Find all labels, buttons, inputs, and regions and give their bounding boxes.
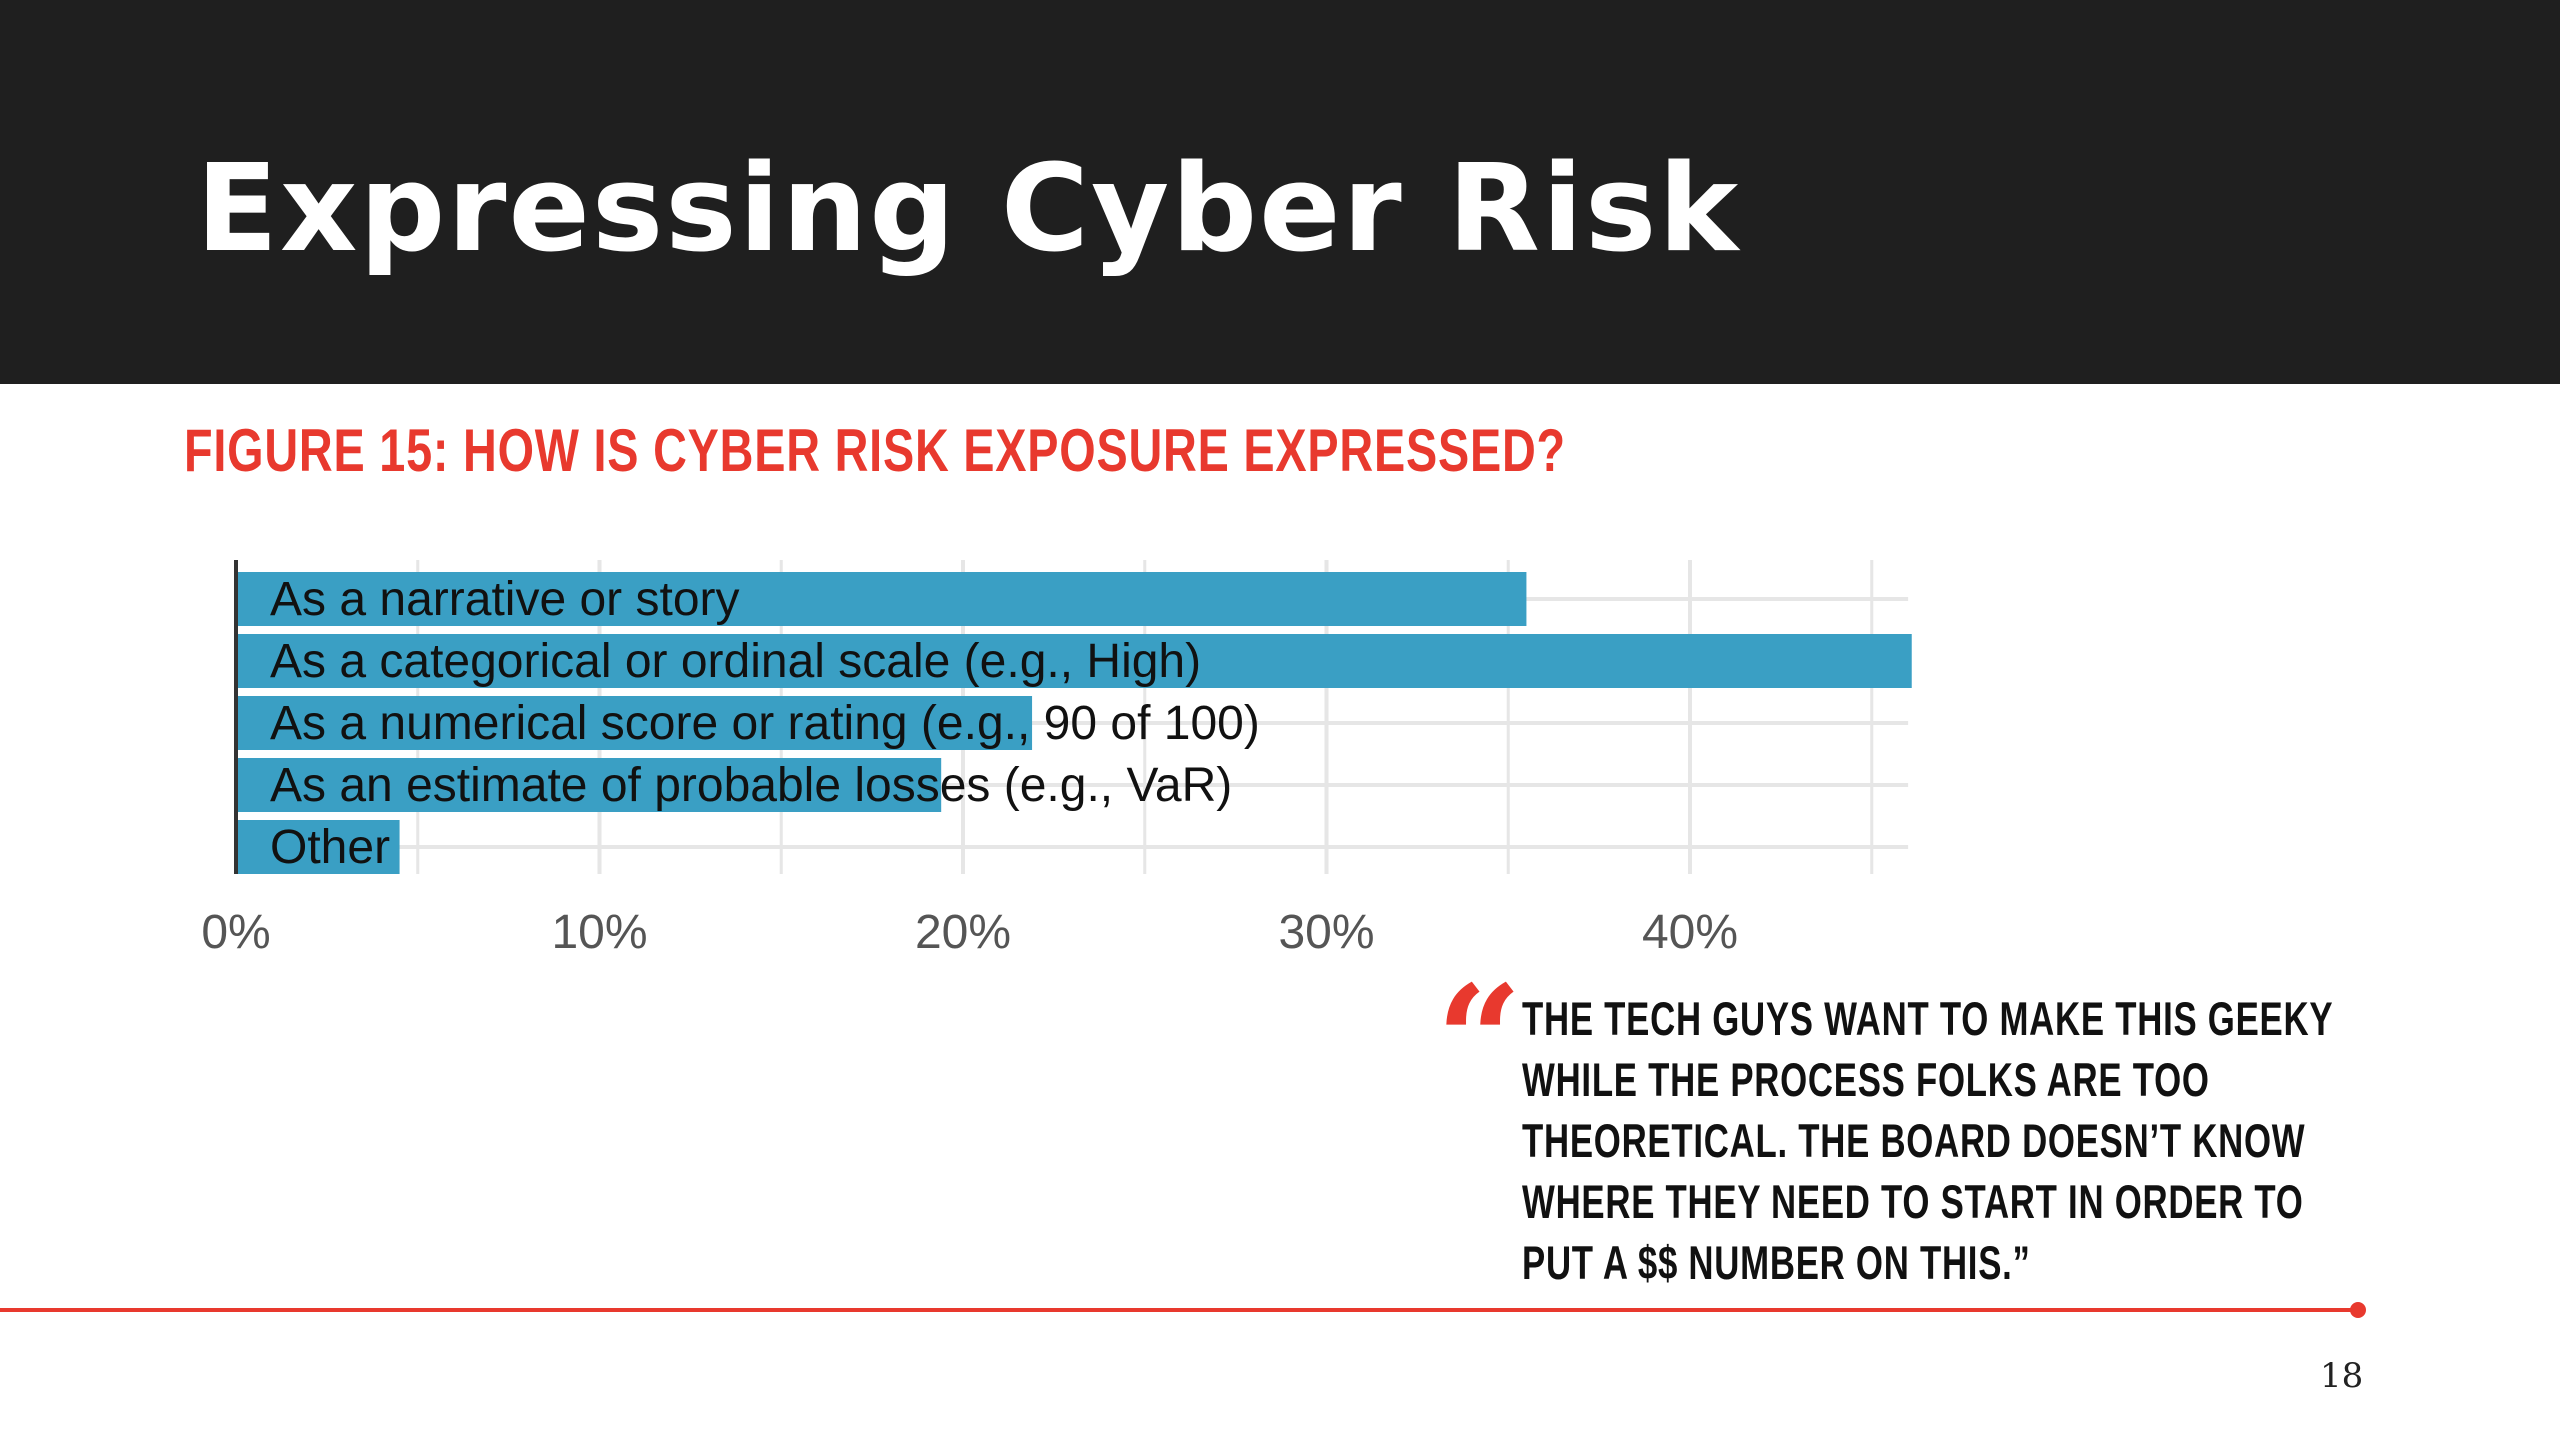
footer-rule-endpoint <box>2350 1302 2366 1318</box>
category-label: As a categorical or ordinal scale (e.g.,… <box>270 635 1201 688</box>
slide-title: Expressing Cyber Risk <box>196 140 1741 279</box>
x-tick-labels: 0% 10% 20% 30% 40% <box>201 906 1738 959</box>
category-labels: As a narrative or story As a categorical … <box>270 573 1260 874</box>
x-tick-label: 30% <box>1278 906 1374 959</box>
category-label: As a numerical score or rating (e.g., 90… <box>270 697 1260 750</box>
x-tick-label: 10% <box>551 906 647 959</box>
bars <box>236 572 1912 874</box>
bar-5 <box>236 820 400 874</box>
bar-4 <box>236 758 942 812</box>
pull-quote: THE TECH GUYS WANT TO MAKE THIS GEEKY WH… <box>1522 992 2333 1289</box>
figure-title: FIGURE 15: HOW IS CYBER RISK EXPOSURE EX… <box>184 417 1566 484</box>
quote-mark-icon: “ <box>1436 953 1523 1129</box>
bar-3 <box>236 696 1033 750</box>
page-number: 18 <box>2320 1356 2364 1396</box>
header-banner: Expressing Cyber Risk <box>0 0 2560 384</box>
category-label: As a narrative or story <box>270 573 740 626</box>
category-label: Other <box>270 821 390 874</box>
x-tick-label: 20% <box>915 906 1011 959</box>
x-tick-label: 0% <box>201 906 270 959</box>
bar-chart: As a narrative or story As a categorical … <box>201 560 1912 959</box>
footer-rule <box>0 1308 2358 1312</box>
x-tick-label: 40% <box>1642 906 1738 959</box>
bar-2 <box>236 634 1912 688</box>
category-label: As an estimate of probable losses (e.g.,… <box>270 759 1232 812</box>
bar-1 <box>236 572 1527 626</box>
